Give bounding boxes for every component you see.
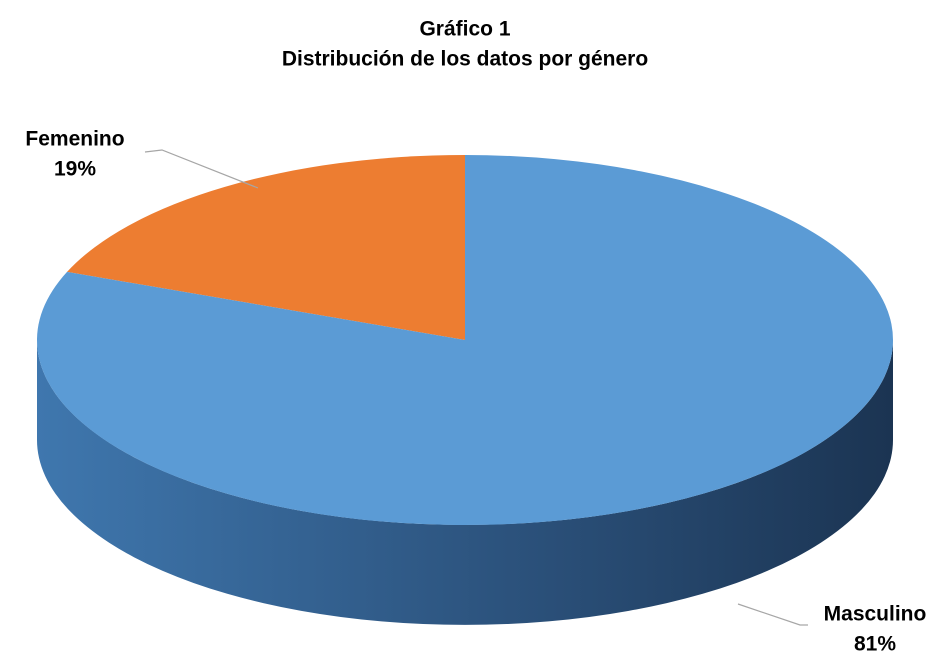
- pie-slice: [37, 155, 894, 525]
- data-label: Femenino: [25, 128, 124, 151]
- data-label: 81%: [854, 633, 896, 656]
- data-label: 19%: [54, 158, 96, 181]
- leader-line: [144, 149, 259, 189]
- data-label: Masculino: [824, 603, 927, 626]
- pie-side: [37, 340, 893, 625]
- chart-title: Distribución de los datos por género: [282, 48, 648, 71]
- leader-line: [737, 603, 808, 626]
- chart-title: Gráfico 1: [419, 18, 510, 41]
- pie-slice: [67, 155, 465, 340]
